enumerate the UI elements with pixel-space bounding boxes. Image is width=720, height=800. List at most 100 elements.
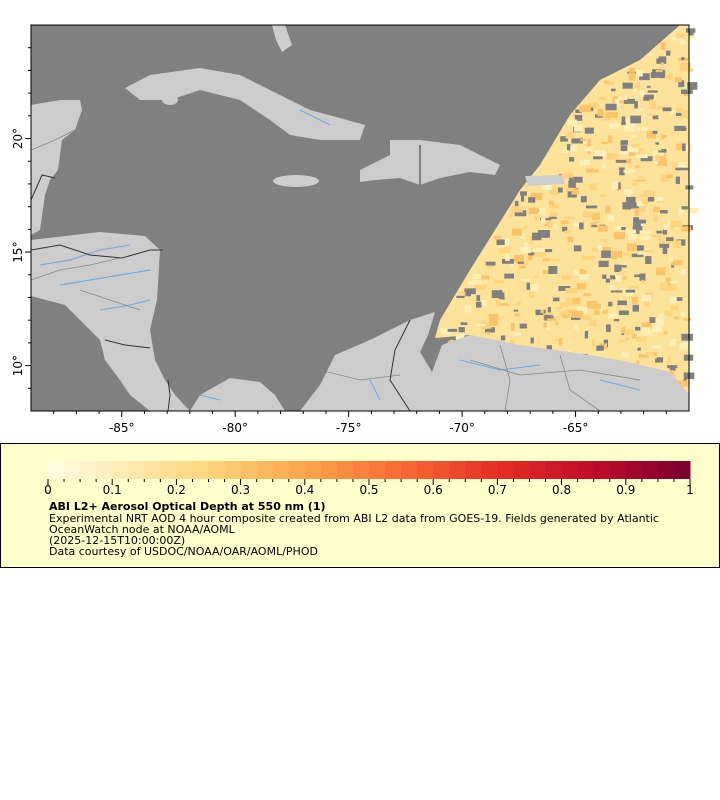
- aod-cell: [447, 328, 458, 332]
- aod-cell: [615, 275, 623, 278]
- aod-cell: [620, 145, 628, 152]
- colorbar-tick-label: 0.6: [424, 483, 443, 497]
- aod-cell: [617, 96, 628, 101]
- aod-cell: [627, 243, 637, 251]
- aod-cell: [460, 322, 468, 326]
- aod-cell: [580, 139, 587, 142]
- colorbar-swatch: [336, 461, 354, 479]
- aod-cell: [589, 183, 598, 191]
- aod-cell: [476, 323, 486, 327]
- aod-cell: [627, 233, 637, 241]
- axis-ticks: -85° -80° -75° -70° -65° 20° 15° 10°: [11, 47, 667, 435]
- aod-cell: [619, 151, 629, 155]
- aod-cell: [654, 161, 658, 165]
- aod-cell: [649, 99, 655, 103]
- aod-cell: [614, 232, 625, 240]
- aod-cell: [641, 295, 652, 302]
- aod-cell: [513, 309, 519, 312]
- aod-cell: [440, 327, 452, 335]
- aod-cell: [635, 165, 640, 168]
- aod-cell: [670, 220, 682, 228]
- aod-cell: [523, 225, 528, 230]
- aod-cell: [605, 206, 611, 213]
- aod-cell: [558, 337, 563, 346]
- aod-cell: [609, 123, 620, 129]
- legend-time: (2025-12-15T10:00:00Z): [49, 534, 186, 547]
- aod-cell: [520, 191, 527, 196]
- aod-cell: [679, 40, 686, 45]
- aod-cell: [598, 225, 608, 232]
- aod-cell: [679, 62, 691, 71]
- aod-cell: [649, 317, 656, 323]
- colorbar-swatch: [112, 461, 129, 479]
- aod-cell: [628, 149, 635, 156]
- aod-cell: [456, 295, 465, 299]
- aod-cell: [464, 305, 472, 313]
- colorbar-swatch: [304, 461, 322, 479]
- aod-cell: [583, 140, 588, 144]
- aod-cell: [648, 101, 657, 109]
- aod-cell: [667, 357, 671, 364]
- colorbar-swatch: [561, 461, 579, 479]
- aod-cell: [621, 121, 626, 125]
- aod-cell: [618, 310, 629, 316]
- colorbar-swatch: [160, 461, 177, 479]
- aod-cell: [601, 141, 608, 145]
- aod-cell: [676, 107, 682, 114]
- aod-cell: [655, 69, 663, 73]
- aod-cell: [529, 235, 534, 244]
- aod-cell: [652, 69, 663, 78]
- aod-cell: [520, 194, 525, 202]
- colorbar-swatch: [593, 461, 611, 479]
- aod-cell: [455, 333, 465, 340]
- aod-cell: [562, 313, 570, 319]
- aod-cell: [561, 275, 572, 281]
- aod-cell: [663, 331, 668, 335]
- aod-cell: [646, 94, 654, 99]
- aod-cell: [579, 104, 591, 113]
- aod-cell: [576, 283, 587, 290]
- aod-cell: [570, 145, 577, 152]
- aod-cell: [652, 352, 658, 356]
- aod-cell: [622, 82, 633, 89]
- aod-cell: [548, 265, 558, 274]
- aod-cell: [634, 108, 644, 112]
- aod-cell: [659, 243, 670, 248]
- aod-cell: [502, 238, 510, 247]
- aod-cell: [641, 327, 651, 336]
- aod-cell: [528, 291, 535, 299]
- aod-cell: [544, 316, 554, 320]
- aod-cell: [675, 176, 681, 185]
- aod-cell: [635, 154, 648, 159]
- colorbar-tick-label: 1: [686, 483, 694, 497]
- aod-cell: [642, 198, 650, 204]
- aod-cell: [602, 309, 608, 315]
- aod-cell: [634, 274, 644, 278]
- aod-cell: [526, 282, 531, 290]
- colorbar-swatch: [673, 461, 691, 479]
- aod-cell: [634, 82, 641, 90]
- aod-cell: [614, 98, 620, 107]
- aod-cell: [626, 158, 632, 164]
- aod-cell: [628, 73, 636, 81]
- aod-cell: [552, 297, 560, 302]
- aod-cell: [458, 327, 465, 333]
- aod-cell: [558, 187, 563, 193]
- aod-cell: [617, 182, 621, 190]
- aod-cell: [640, 89, 645, 97]
- aod-cell: [547, 321, 551, 330]
- aod-cell: [634, 101, 638, 109]
- legend-title: ABI L2+ Aerosol Optical Depth at 550 nm …: [49, 500, 326, 513]
- aod-cell: [623, 189, 633, 195]
- aod-cell: [530, 192, 543, 201]
- aod-cell: [660, 62, 665, 65]
- aod-cell: [671, 37, 684, 41]
- aod-cell: [586, 205, 598, 209]
- aod-cell: [639, 354, 649, 358]
- aod-cell: [630, 115, 642, 124]
- x-tick-label: -70°: [449, 421, 475, 435]
- colorbar-swatch: [256, 461, 274, 479]
- aod-cell: [669, 339, 676, 346]
- aod-cell: [584, 330, 589, 339]
- aod-cell: [576, 307, 588, 314]
